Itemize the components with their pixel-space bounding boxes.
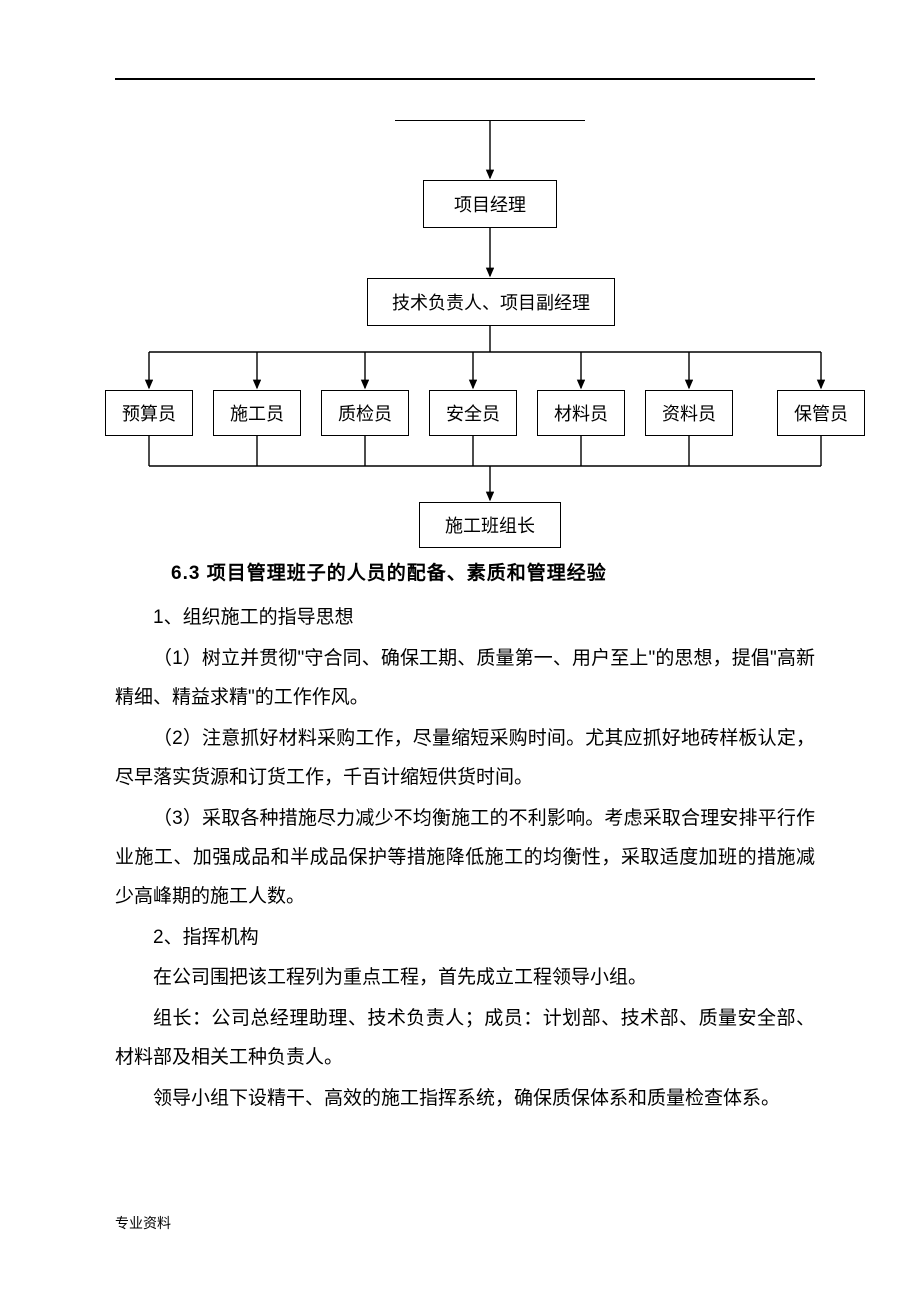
role-2-label: 施工员 [230, 400, 284, 426]
para-3: （2）注意抓好材料采购工作，尽量缩短采购时间。尤其应抓好地砖样板认定，尽早落实货… [115, 720, 815, 798]
section-title: 6.3 项目管理班子的人员的配备、素质和管理经验 [171, 558, 815, 585]
node-role-7: 保管员 [777, 390, 865, 436]
node-deputy-label: 技术负责人、项目副经理 [392, 289, 590, 315]
footer-text: 专业资料 [115, 1213, 171, 1233]
node-deputy: 技术负责人、项目副经理 [367, 278, 615, 326]
node-role-4: 安全员 [429, 390, 517, 436]
body-text: 6.3 项目管理班子的人员的配备、素质和管理经验 1、组织施工的指导思想 （1）… [115, 558, 815, 1119]
para-4: （3）采取各种措施尽力减少不均衡施工的不利影响。考虑采取合理安排平行作业施工、加… [115, 800, 815, 917]
role-1-label: 预算员 [122, 400, 176, 426]
para-6: 在公司围把该工程列为重点工程，首先成立工程领导小组。 [115, 959, 815, 998]
node-pm: 项目经理 [423, 180, 557, 228]
node-role-3: 质检员 [321, 390, 409, 436]
node-role-1: 预算员 [105, 390, 193, 436]
node-pm-label: 项目经理 [454, 191, 526, 217]
para-8: 领导小组下设精干、高效的施工指挥系统，确保质保体系和质量检查体系。 [115, 1080, 815, 1119]
role-3-label: 质检员 [338, 400, 392, 426]
node-role-2: 施工员 [213, 390, 301, 436]
role-6-label: 资料员 [662, 400, 716, 426]
leader-label: 施工班组长 [445, 512, 535, 538]
org-chart: 项目经理 技术负责人、项目副经理 预算员 施工员 质检员 安全员 材料员 资料员… [105, 100, 885, 540]
para-2: （1）树立并贯彻"守合同、确保工期、质量第一、用户至上"的思想，提倡"高新精细、… [115, 640, 815, 718]
para-7: 组长：公司总经理助理、技术负责人；成员：计划部、技术部、质量安全部、材料部及相关… [115, 1000, 815, 1078]
para-5: 2、指挥机构 [115, 919, 815, 958]
para-1: 1、组织施工的指导思想 [115, 599, 815, 638]
header-rule [115, 78, 815, 80]
role-5-label: 材料员 [554, 400, 608, 426]
node-role-5: 材料员 [537, 390, 625, 436]
node-leader: 施工班组长 [419, 502, 561, 548]
role-7-label: 保管员 [794, 400, 848, 426]
node-role-6: 资料员 [645, 390, 733, 436]
role-4-label: 安全员 [446, 400, 500, 426]
